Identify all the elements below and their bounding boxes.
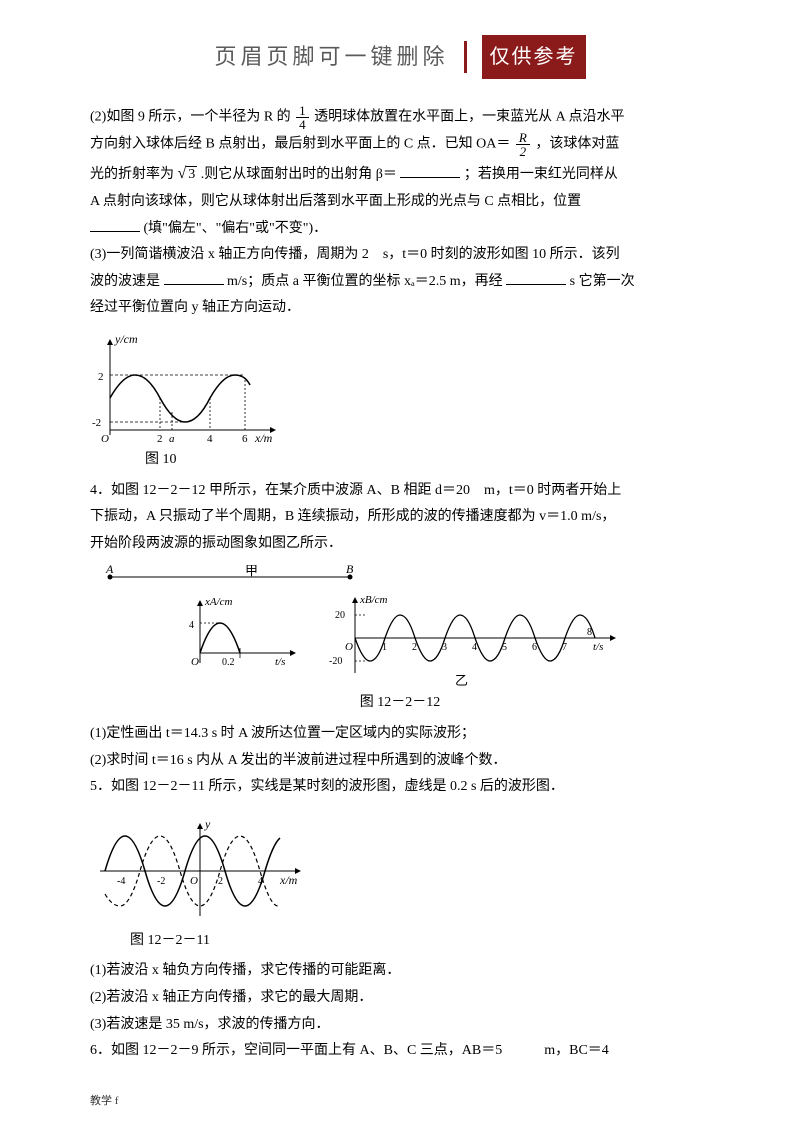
svg-text:7: 7 [562, 642, 567, 653]
q2-l5a: (填"偏左"、"偏右"或"不变")． [144, 221, 328, 236]
fig12-yi: 乙 [455, 673, 468, 688]
q3-line2: 波的波速是 m/s；质点 a 平衡位置的坐标 xₐ＝2.5 m，再经 s 它第一… [90, 269, 710, 296]
q2-l3a: 光的折射率为 [90, 167, 174, 182]
q4-line1: 4．如图 12－2－12 甲所示，在某介质中波源 A、B 相距 d＝20 m，t… [90, 478, 710, 505]
svg-text:20: 20 [335, 610, 345, 621]
figure-10: y/cm x/m 2 -2 O 2 4 6 a 图 10 [90, 330, 710, 474]
fig10-svg: y/cm x/m 2 -2 O 2 4 6 a [90, 330, 285, 445]
fig12-caption: 图 12－2－12 [90, 690, 710, 717]
fig10-x6: 6 [242, 433, 248, 445]
fig10-xlabel: x/m [254, 431, 273, 445]
q5-sub1: (1)若波沿 x 轴负方向传播，求它传播的可能距离． [90, 958, 710, 985]
q3-l2a: 波的波速是 [90, 274, 160, 289]
svg-text:2: 2 [218, 876, 223, 887]
q2-line1: (2)如图 9 所示，一个半径为 R 的 14 透明球体放置在水平面上，一束蓝光… [90, 104, 710, 131]
svg-text:1: 1 [382, 642, 387, 653]
fig10-x4: 4 [207, 433, 213, 445]
svg-text:x/m: x/m [279, 873, 298, 887]
svg-text:-4: -4 [117, 876, 125, 887]
q2-line3: 光的折射率为 3 .则它从球面射出时的出射角 β＝ ；若换用一束红光同样从 [90, 159, 710, 189]
fig11-svg: y x/m O -4 -2 2 4 [90, 816, 310, 926]
blank-beta [400, 164, 460, 178]
header-divider [464, 41, 467, 73]
q5-sub3: (3)若波速是 35 m/s，求波的传播方向． [90, 1012, 710, 1039]
frac-R-2: R2 [516, 131, 530, 158]
svg-text:O: O [101, 433, 109, 445]
svg-text:B: B [346, 565, 354, 576]
svg-text:6: 6 [532, 642, 537, 653]
q2-l2b: ，该球体对蓝 [535, 137, 619, 152]
svg-text:A: A [105, 565, 114, 576]
q2-l1b: 透明球体放置在水平面上，一束蓝光从 A 点沿水平 [314, 110, 624, 125]
q2-l2a: 方向射入球体后经 B 点射出，最后射到水平面上的 C 点．已知 OA＝ [90, 137, 510, 152]
q6-line1: 6．如图 12－2－9 所示，空间同一平面上有 A、B、C 三点，AB＝5 m，… [90, 1038, 710, 1065]
svg-text:-2: -2 [157, 876, 165, 887]
q4-line2: 下振动，A 只振动了半个周期，B 连续振动，所形成的波的传播速度都为 v＝1.0… [90, 504, 710, 531]
fig12-right: xB/cm t/s 20 -20 O 1 2 3 4 5 6 7 8 乙 [325, 593, 625, 688]
figure-12-2-11: y x/m O -4 -2 2 4 图 12－2－11 [90, 816, 710, 955]
fig12-jia: 甲 [245, 565, 258, 578]
svg-text:8: 8 [587, 627, 592, 638]
fig10-x2: 2 [157, 433, 163, 445]
document-body: (2)如图 9 所示，一个半径为 R 的 14 透明球体放置在水平面上，一束蓝光… [90, 104, 710, 1065]
fig12-top: A B 甲 [90, 565, 370, 593]
page-header: 页眉页脚可一键删除 仅供参考 [90, 35, 710, 79]
q3-l2c: s 它第一次 [570, 274, 635, 289]
q5-line1: 5．如图 12－2－11 所示，实线是某时刻的波形图，虚线是 0.2 s 后的波… [90, 774, 710, 801]
figure-12-2-12: A B 甲 xA/cm t/s 4 O 0.2 xB/cm t/s 20 -20… [90, 565, 710, 717]
blank-pos [90, 218, 140, 232]
svg-text:-20: -20 [329, 656, 342, 667]
svg-text:2: 2 [412, 642, 417, 653]
q2-l3b: .则它从球面射出时的出射角 β＝ [201, 167, 397, 182]
svg-text:y: y [204, 817, 211, 831]
svg-text:t/s: t/s [593, 641, 603, 653]
frac-1-4: 14 [296, 104, 309, 131]
svg-text:4: 4 [189, 620, 194, 631]
fig10-y2: 2 [98, 371, 104, 383]
q4-sub1: (1)定性画出 t＝14.3 s 时 A 波所达位置一定区域内的实际波形； [90, 721, 710, 748]
blank-time [506, 271, 566, 285]
header-badge: 仅供参考 [482, 35, 586, 79]
fig10-yn2: -2 [92, 417, 101, 429]
q3-line1: (3)一列简谐横波沿 x 轴正方向传播，周期为 2 s，t＝0 时刻的波形如图 … [90, 242, 710, 269]
q2-l1a: (2)如图 9 所示，一个半径为 R 的 [90, 110, 291, 125]
fig10-caption: 图 10 [145, 447, 710, 474]
blank-speed [164, 271, 224, 285]
fig12-left: xA/cm t/s 4 O 0.2 [175, 593, 305, 678]
q2-line4: A 点射向该球体，则它从球体射出后落到水平面上形成的光点与 C 点相比，位置 [90, 189, 710, 216]
svg-text:4: 4 [472, 642, 477, 653]
svg-text:O: O [190, 875, 198, 887]
q2-line2: 方向射入球体后经 B 点射出，最后射到水平面上的 C 点．已知 OA＝ R2 ，… [90, 131, 710, 158]
q2-l3c: ；若换用一束红光同样从 [464, 167, 618, 182]
svg-text:5: 5 [502, 642, 507, 653]
svg-text:0.2: 0.2 [222, 657, 235, 668]
svg-text:O: O [191, 656, 199, 668]
q3-line3: 经过平衡位置向 y 轴正方向运动． [90, 295, 710, 322]
q4-sub2: (2)求时间 t＝16 s 内从 A 发出的半波前进过程中所遇到的波峰个数． [90, 748, 710, 775]
header-text: 页眉页脚可一键删除 [214, 36, 448, 78]
page-footer: 教学 f [90, 1091, 118, 1112]
svg-text:3: 3 [442, 642, 447, 653]
svg-text:xA/cm: xA/cm [204, 596, 233, 608]
q5-sub2: (2)若波沿 x 轴正方向传播，求它的最大周期． [90, 985, 710, 1012]
q3-l2b: m/s；质点 a 平衡位置的坐标 xₐ＝2.5 m，再经 [227, 274, 503, 289]
svg-text:O: O [345, 641, 353, 653]
svg-text:xB/cm: xB/cm [359, 594, 388, 606]
q4-line3: 开始阶段两波源的振动图象如图乙所示． [90, 531, 710, 558]
q2-line5: (填"偏左"、"偏右"或"不变")． [90, 216, 710, 243]
sqrt3: 3 [178, 159, 198, 189]
fig10-ylabel: y/cm [114, 332, 138, 346]
svg-text:t/s: t/s [275, 656, 285, 668]
fig10-a: a [169, 433, 175, 445]
fig11-caption: 图 12－2－11 [130, 928, 710, 955]
